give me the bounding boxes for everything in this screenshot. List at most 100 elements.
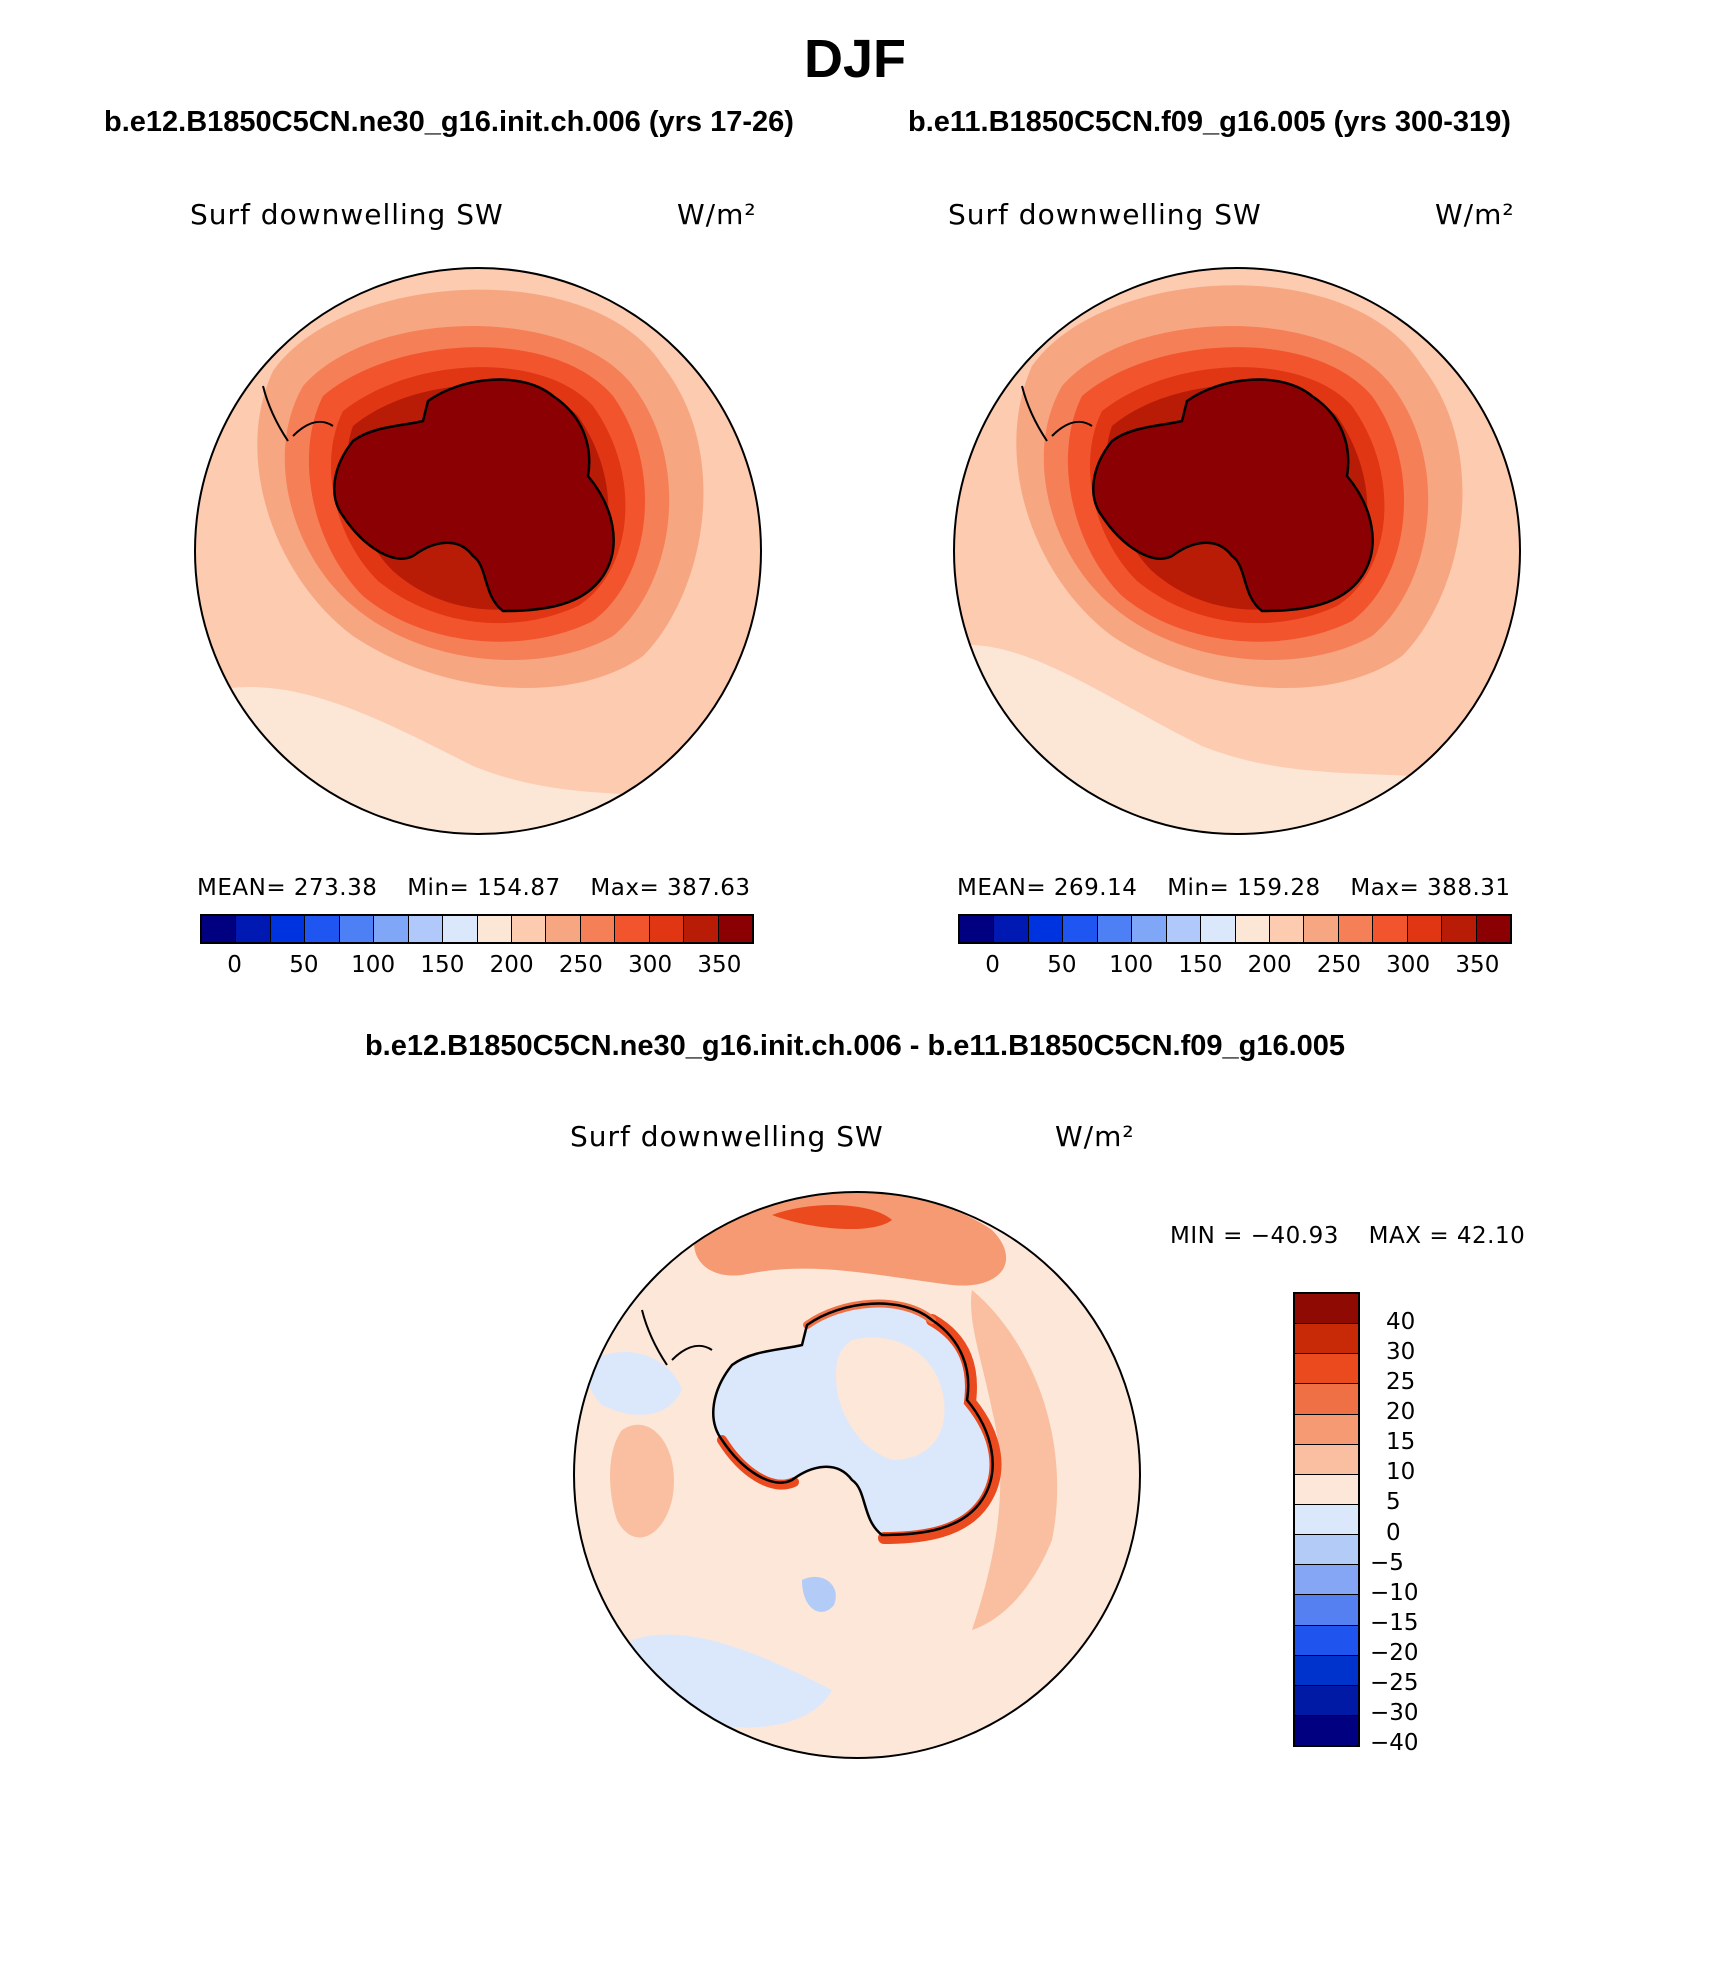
units-label-diff: W/m² [1055, 1120, 1135, 1153]
colorbar-segment [202, 916, 237, 942]
positive-top-band [694, 1192, 1007, 1286]
mean-value: 273.38 [293, 875, 378, 901]
colorbar-segment [443, 916, 478, 942]
colorbar-tick-label: 50 [1047, 952, 1077, 978]
colorbar-segment [960, 916, 995, 942]
mean-label: MEAN= [197, 875, 287, 901]
colorbar-tick-label: 0 [1386, 1519, 1401, 1546]
colorbar-tick-label: 10 [1386, 1459, 1416, 1486]
colorbar-segment [1295, 1685, 1358, 1716]
colorbar-tick-label: 5 [1386, 1489, 1401, 1516]
min-value: 159.28 [1237, 875, 1321, 901]
case-name-left: b.e12.B1850C5CN.ne30_g16.init.ch.006 (yr… [104, 106, 794, 138]
peninsula-outline [262, 385, 334, 442]
colorbar-segment [270, 916, 306, 942]
colorbar-ticks-right: 0 50 100 150 200 250 300 350 [958, 952, 1512, 980]
max-label: Max= [590, 875, 660, 901]
mean-label: MEAN= [957, 875, 1047, 901]
stats-line-left: MEAN= 273.38 Min= 154.87 Max= 387.63 [197, 875, 751, 901]
min-value: 154.87 [477, 875, 561, 901]
colorbar-segment [1295, 1444, 1358, 1475]
variable-label-right: Surf downwelling SW [948, 198, 1262, 231]
peninsula-outline [641, 1309, 713, 1366]
units-label-left: W/m² [677, 198, 757, 231]
colorbar-tick-label: −15 [1370, 1609, 1419, 1636]
antarctica-coastline [1092, 378, 1374, 613]
colorbar-segment [1132, 916, 1167, 942]
stats-line-right: MEAN= 269.14 Min= 159.28 Max= 388.31 [957, 875, 1511, 901]
colorbar-tick-label: −25 [1370, 1669, 1419, 1696]
colorbar-segment [1166, 916, 1202, 942]
colorbar-segment [1295, 1324, 1358, 1355]
colorbar-tick-label: 350 [1455, 952, 1500, 978]
colorbar-tick-label: 50 [289, 952, 319, 978]
map-boundary [194, 267, 762, 835]
positive-top-core [772, 1204, 892, 1230]
mean-value: 269.14 [1053, 875, 1138, 901]
colorbar-segment [1295, 1535, 1358, 1566]
coastal-positive-east [878, 1314, 1002, 1544]
colorbar-segment [1295, 1595, 1358, 1626]
colorbar-segment [1407, 916, 1443, 942]
variable-label-left: Surf downwelling SW [190, 198, 504, 231]
difference-title: b.e12.B1850C5CN.ne30_g16.init.ch.006 - b… [364, 1030, 1346, 1062]
colorbar-segment [1235, 916, 1270, 942]
antarctica-interior [1093, 379, 1373, 611]
colorbar-tick-label: 20 [1386, 1399, 1416, 1426]
colorbar-segment [477, 916, 512, 942]
colorbar-tick-label: 15 [1386, 1429, 1416, 1456]
colorbar-tick-label: 150 [1178, 952, 1223, 978]
colorbar-tick-label: −10 [1370, 1579, 1419, 1606]
colorbar-segment [1295, 1474, 1358, 1505]
map-boundary [953, 267, 1521, 835]
colorbar-tick-label: −20 [1370, 1639, 1419, 1666]
colorbar-segment [684, 916, 719, 942]
colorbar-segment [1304, 916, 1339, 942]
colorbar-segment [1295, 1384, 1358, 1415]
colorbar-segment [615, 916, 650, 942]
colorbar-segment [1295, 1655, 1358, 1686]
field-low-band [954, 644, 1520, 834]
colorbar-tick-label: 300 [1386, 952, 1431, 978]
colorbar-segment [649, 916, 685, 942]
colorbar-segment [546, 916, 581, 942]
colorbar-tick-label: 250 [1316, 952, 1361, 978]
colorbar-segment [236, 916, 271, 942]
colorbar-tick-label: −5 [1370, 1549, 1404, 1576]
colorbar-tick-label: −40 [1370, 1730, 1419, 1756]
colorbar-tick-label: 300 [628, 952, 673, 978]
units-label-right: W/m² [1435, 198, 1515, 231]
colorbar-left [200, 914, 754, 944]
case-name-right: b.e11.B1850C5CN.f09_g16.005 (yrs 300-319… [908, 106, 1511, 138]
colorbar-segment [1295, 1294, 1358, 1325]
colorbar-segment [1295, 1354, 1358, 1385]
colorbar-segment [1097, 916, 1133, 942]
min-label: Min= [1167, 875, 1230, 901]
colorbar-segment [1028, 916, 1064, 942]
negative-blob [802, 1576, 836, 1612]
min-label: Min= [407, 875, 470, 901]
colorbar-right [958, 914, 1512, 944]
colorbar-segment [1373, 916, 1408, 942]
polar-map-right [953, 267, 1521, 835]
colorbar-segment [339, 916, 375, 942]
negative-west-region [586, 1351, 682, 1415]
diff-min-label: MIN = [1170, 1223, 1243, 1249]
colorbar-segment [1269, 916, 1305, 942]
colorbar-tick-label: 350 [697, 952, 742, 978]
colorbar-segment [1442, 916, 1477, 942]
antarctica-interior [334, 379, 614, 611]
polar-map-difference [573, 1191, 1141, 1759]
colorbar-tick-label: 30 [1386, 1339, 1416, 1366]
colorbar-segment [1476, 916, 1510, 942]
max-value: 387.63 [667, 875, 751, 901]
colorbar-segment [1295, 1504, 1358, 1536]
max-label: Max= [1350, 875, 1420, 901]
colorbar-tick-label: 100 [1109, 952, 1154, 978]
colorbar-segment [1295, 1565, 1358, 1596]
colorbar-tick-label: 100 [351, 952, 396, 978]
diff-min-value: −40.93 [1250, 1223, 1339, 1249]
variable-label-diff: Surf downwelling SW [570, 1120, 884, 1153]
colorbar-segment [1295, 1625, 1358, 1656]
colorbar-segment [374, 916, 409, 942]
